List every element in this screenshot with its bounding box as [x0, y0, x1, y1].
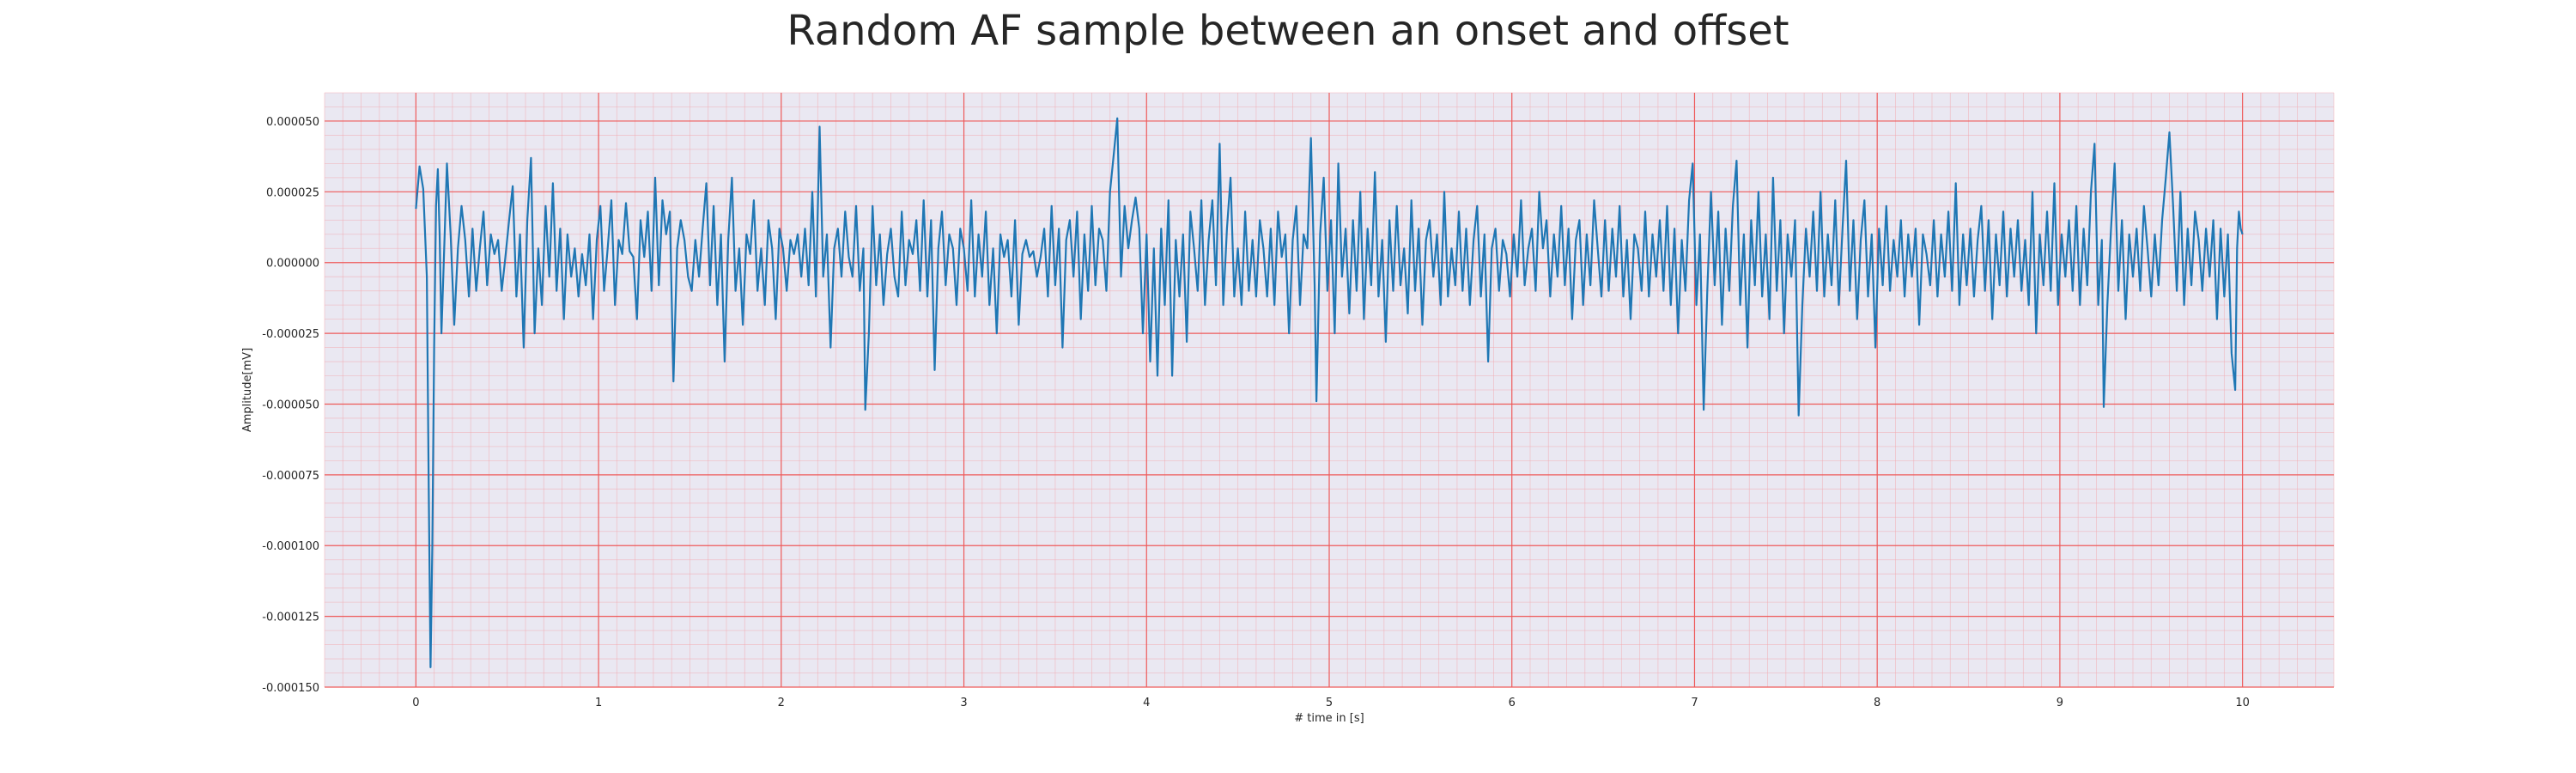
x-tick-label: 0	[412, 697, 419, 709]
x-axis-label: # time in [s]	[1294, 712, 1364, 725]
y-tick-label: -0.000150	[262, 682, 319, 695]
x-tick-label: 5	[1326, 697, 1333, 709]
y-tick-label: -0.000025	[262, 328, 319, 341]
x-tick-label: 2	[778, 697, 785, 709]
series-line	[415, 117, 2244, 668]
x-tick-label: 9	[2057, 697, 2063, 709]
y-tick-label: -0.000075	[262, 470, 319, 483]
y-tick-label: 0.000025	[266, 186, 319, 199]
chart-title: Random AF sample between an onset and of…	[787, 7, 1789, 55]
y-axis-label: Amplitude[mV]	[241, 348, 254, 432]
x-tick-label: 4	[1143, 697, 1150, 709]
y-tick-label: -0.000050	[262, 399, 319, 411]
y-tick-label: -0.000100	[262, 540, 319, 553]
y-tick-label: 0.000050	[266, 116, 319, 129]
y-tick-label: 0.000000	[266, 258, 319, 271]
x-tick-label: 1	[595, 697, 602, 709]
x-tick-label: 8	[1874, 697, 1880, 709]
x-axis-ticks: 0 1 2 3 4 5 6 7 8 9 10	[412, 697, 2250, 709]
y-axis-ticks: 0.000050 0.000025 0.000000 -0.000025 -0.0000…	[262, 116, 319, 695]
y-tick-label: -0.000125	[262, 612, 319, 624]
x-tick-label: 3	[960, 697, 967, 709]
x-tick-label: 6	[1509, 697, 1516, 709]
x-tick-label: 10	[2235, 697, 2250, 709]
x-tick-label: 7	[1691, 697, 1698, 709]
